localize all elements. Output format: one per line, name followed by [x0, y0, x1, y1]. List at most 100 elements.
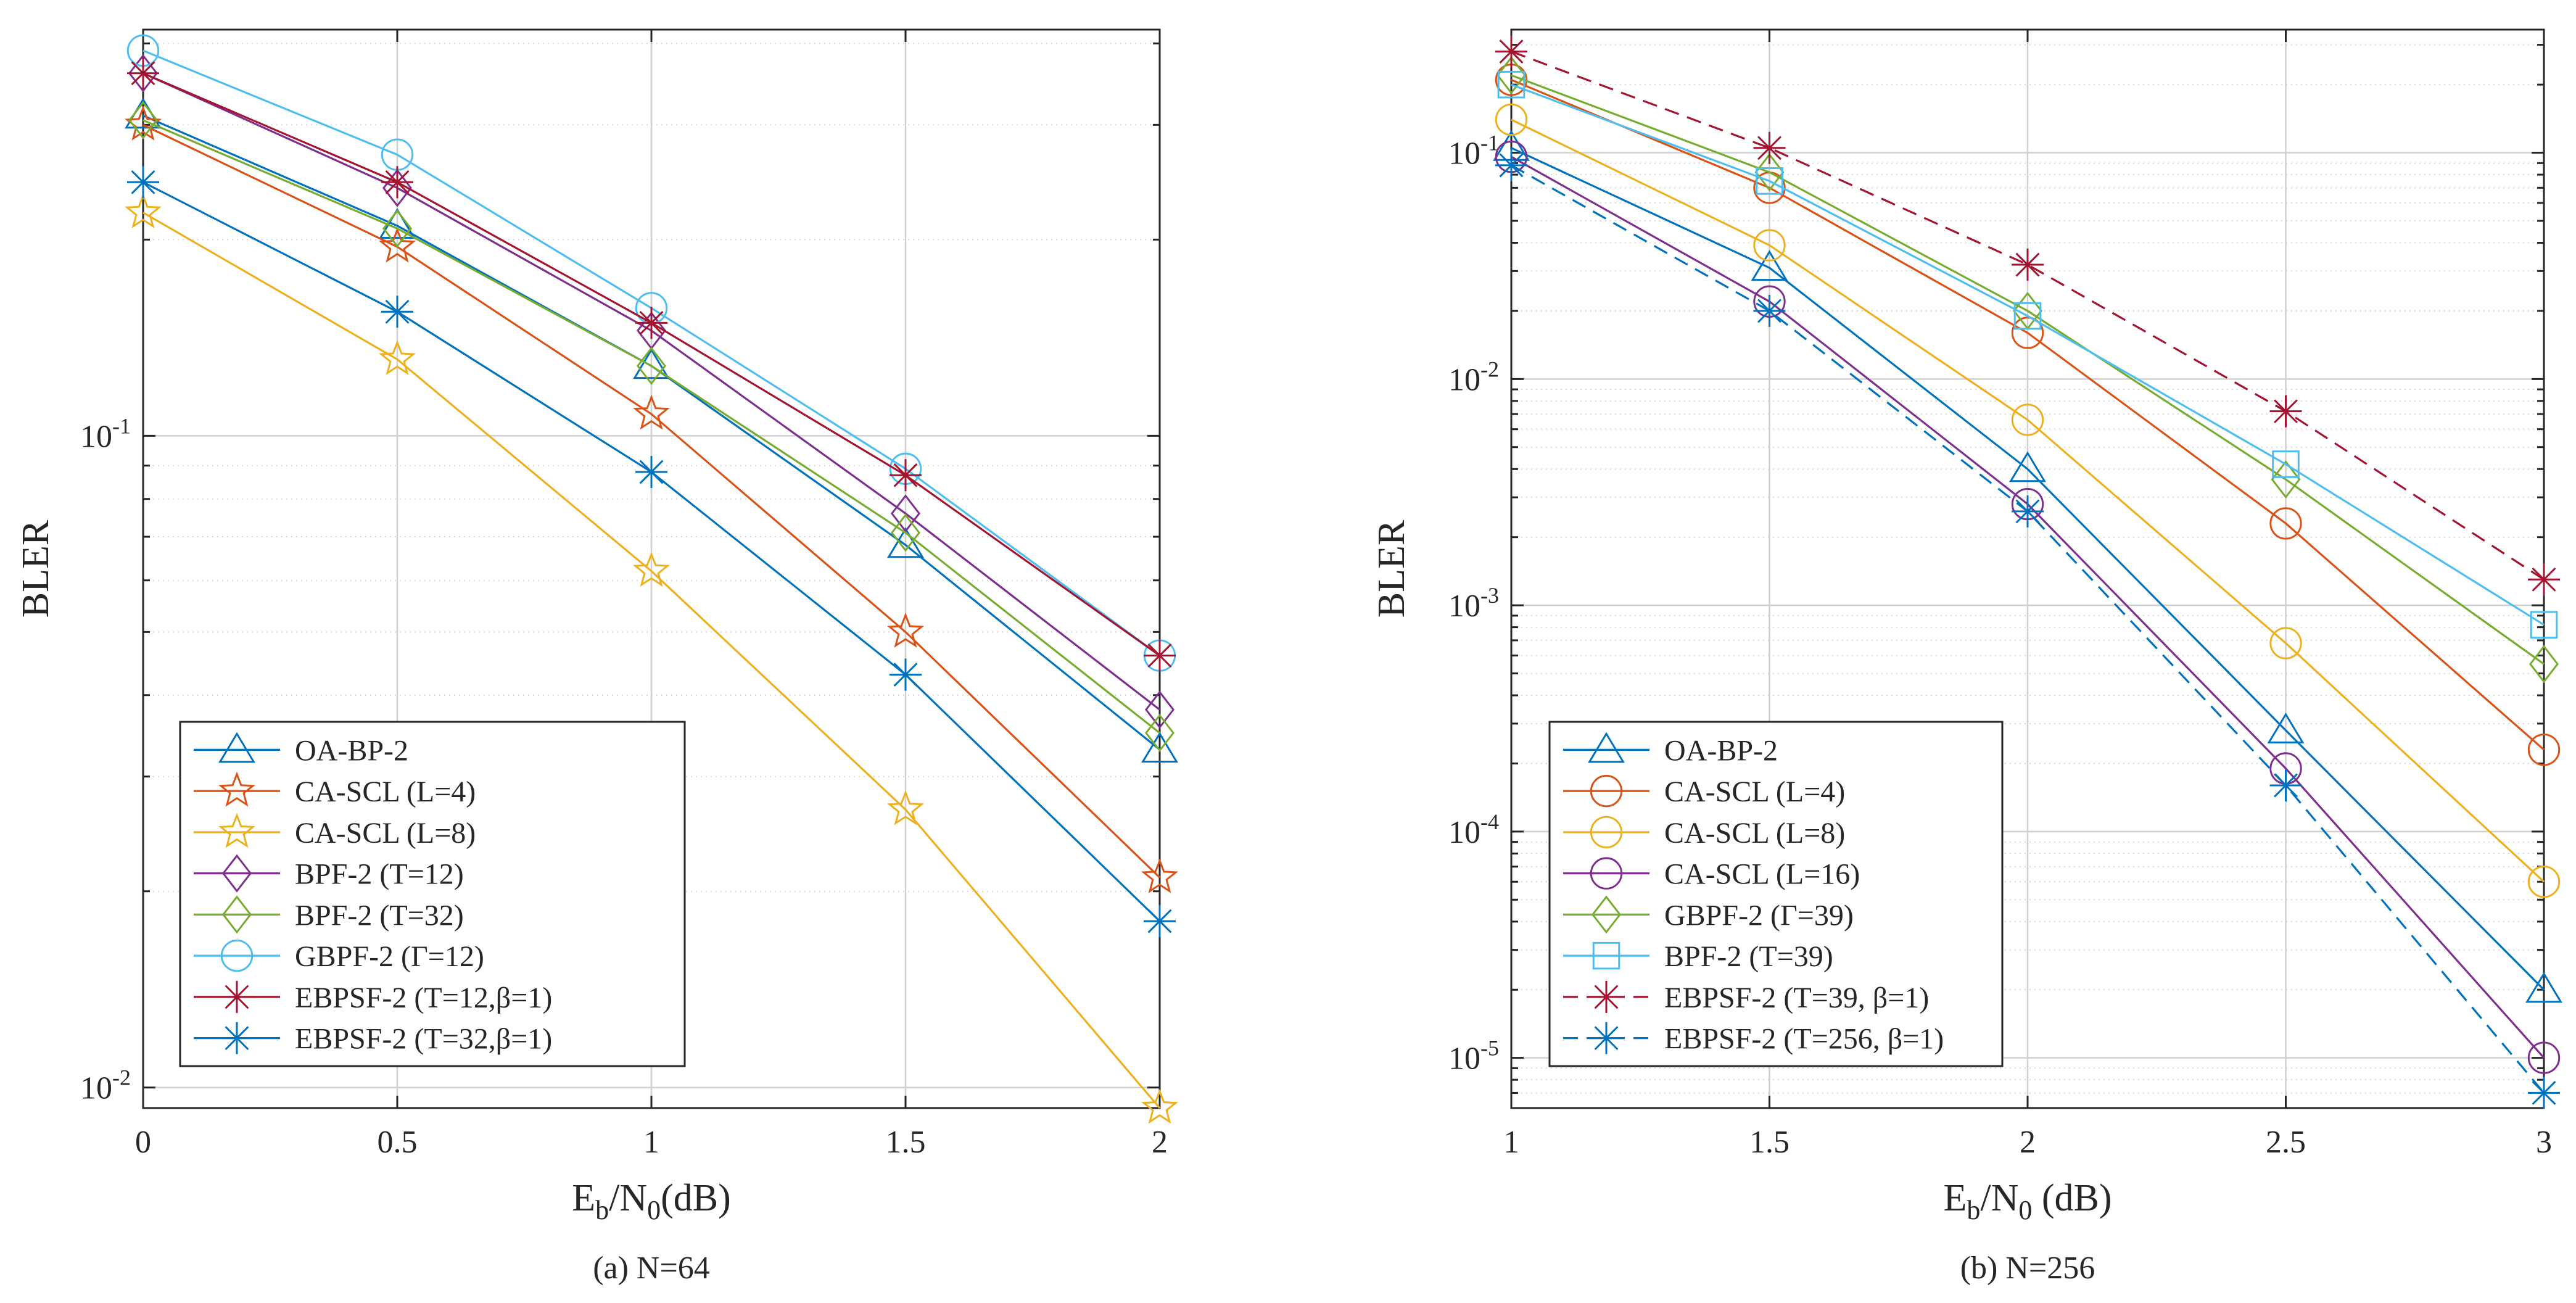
legend-label: CA-SCL (L=16): [1664, 858, 1860, 891]
legend-label: CA-SCL (L=8): [1664, 817, 1845, 850]
data-point: [635, 307, 667, 339]
legend-marker: [218, 813, 255, 848]
series-8: [127, 166, 1176, 938]
legend-marker: [1592, 941, 1620, 970]
data-point: [633, 348, 670, 379]
y-tick-label: 10-1: [80, 413, 131, 454]
data-point: [1495, 103, 1528, 136]
legend-marker: [1590, 857, 1623, 890]
x-axis-label: Eb/N0(dB): [572, 1177, 731, 1225]
data-point: [382, 209, 412, 248]
data-point: [128, 101, 158, 139]
data-point: [128, 54, 158, 93]
legend-marker: [218, 771, 255, 807]
legend-label: EBPSF-2 (T=39, β=1): [1664, 982, 1929, 1014]
data-point: [890, 459, 922, 492]
legend-marker: [222, 854, 252, 893]
data-point: [125, 193, 162, 229]
legend: OA-BP-2 CA-SCL (L=4) CA-SCL (L=8) CA-SCL (L…: [1548, 721, 2004, 1067]
series-line: [1511, 78, 2545, 751]
y-tick-label: 10-3: [1448, 583, 1499, 624]
legend-label: OA-BP-2: [295, 734, 408, 767]
data-point: [2527, 866, 2561, 898]
x-tick-label: 1.5: [886, 1125, 926, 1160]
series-group: [1493, 35, 2562, 1109]
legend-marker: [220, 939, 254, 972]
data-point: [637, 347, 666, 386]
series-3: [1495, 103, 2561, 898]
data-point: [887, 790, 924, 825]
legend-label: GBPF-2 (Γ=39): [1664, 899, 1854, 932]
x-tick-label: 0.5: [378, 1125, 418, 1160]
data-point: [2269, 395, 2302, 428]
legend-entry-2: CA-SCL (L=4): [194, 771, 476, 808]
data-point: [2271, 460, 2301, 499]
chart-panel-2: 1 1.5 2 2.5 3 10-5 10-4 10-3 10-2 10-1 BLER Eb/N0 (…: [1371, 28, 2562, 1286]
legend-entry-8: EBPSF-2 (T=32,β=1): [194, 1022, 552, 1056]
legend-label: OA-BP-2: [1664, 734, 1778, 767]
data-point: [2530, 611, 2558, 639]
data-point: [2012, 495, 2044, 527]
legend-entry-6: BPF-2 (T=39): [1563, 940, 1833, 973]
legend-marker: [222, 895, 252, 934]
data-point: [1753, 229, 1786, 262]
data-point: [2527, 733, 2561, 766]
series-1: [1493, 130, 2562, 1003]
legend-entry-1: OA-BP-2: [1563, 732, 1778, 767]
legend-marker: [221, 1022, 253, 1054]
x-axis-label: Eb/N0 (dB): [1943, 1177, 2112, 1225]
data-point: [2009, 451, 2046, 482]
data-point: [1141, 858, 1178, 893]
legend-entry-5: GBPF-2 (Γ=39): [1563, 895, 1854, 934]
series-line: [142, 119, 1160, 734]
y-tick-label: 10-4: [1448, 809, 1499, 850]
data-point: [1144, 639, 1176, 672]
legend-entry-7: EBPSF-2 (T=39, β=1): [1563, 980, 1929, 1014]
data-point: [381, 296, 413, 328]
y-axis-label: BLER: [1371, 519, 1413, 618]
series-8: [1495, 149, 2560, 1109]
data-point: [1145, 713, 1174, 753]
data-point: [379, 208, 416, 239]
legend-entry-4: BPF-2 (T=12): [194, 854, 464, 893]
data-point: [2529, 645, 2559, 684]
y-tick-label: 10-2: [80, 1065, 131, 1106]
legend-entry-7: EBPSF-2 (T=12,β=1): [194, 980, 552, 1014]
data-point: [890, 658, 922, 691]
series-line: [1511, 147, 2545, 991]
chart-panel-1: 0 0.5 1 1.5 2 10-2 10-1 BLER Eb/N0(dB) (a) N=64 OA…: [15, 28, 1178, 1286]
legend-entry-6: GBPF-2 (Γ=12): [194, 939, 484, 973]
data-point: [2269, 627, 2302, 660]
x-tick-label: 0: [135, 1125, 151, 1160]
legend-label: BPF-2 (T=32): [295, 899, 464, 932]
legend-marker: [1590, 980, 1622, 1013]
data-point: [1497, 70, 1525, 99]
legend-label: BPF-2 (T=39): [1664, 940, 1833, 973]
data-point: [1495, 149, 1527, 181]
y-tick-label: 10-2: [1448, 357, 1499, 397]
data-point: [2012, 249, 2044, 281]
y-tick-label: 10-5: [1448, 1036, 1499, 1077]
data-point: [1145, 690, 1174, 729]
series-3: [125, 193, 1178, 1124]
data-point: [379, 340, 416, 375]
legend-entry-3: CA-SCL (L=8): [1563, 816, 1845, 850]
legend-marker: [218, 732, 255, 763]
data-point: [635, 456, 667, 488]
legend-entry-3: CA-SCL (L=8): [194, 813, 476, 850]
panel-caption: (b) N=256: [1960, 1251, 2095, 1286]
data-point: [381, 166, 413, 199]
y-axis-label: BLER: [15, 519, 57, 618]
series-line: [1511, 118, 2545, 883]
series-line: [142, 123, 1161, 879]
series-7: [1495, 35, 2560, 596]
series-5: [1496, 56, 2559, 684]
legend-marker: [1590, 774, 1623, 808]
data-point: [633, 394, 670, 430]
legend-entry-8: EBPSF-2 (T=256, β=1): [1563, 1022, 1944, 1056]
data-point: [891, 494, 920, 533]
data-point: [127, 57, 159, 89]
data-point: [2013, 302, 2042, 330]
legend-entry-4: CA-SCL (L=16): [1563, 857, 1860, 891]
